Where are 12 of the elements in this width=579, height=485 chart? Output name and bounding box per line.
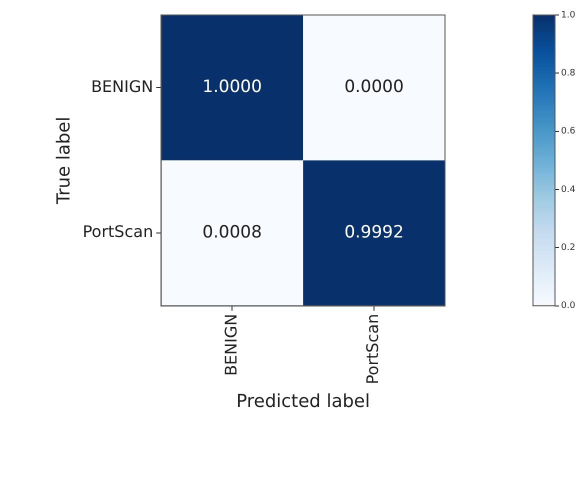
color-bar-label: 0.2 <box>561 242 576 253</box>
data-label: 0.9992 <box>344 222 404 243</box>
color-bar-label: 0.0 <box>561 301 576 312</box>
color-bar-label: 0.6 <box>561 126 576 137</box>
y-axis-title: True label <box>53 116 74 206</box>
x-axis-title: Predicted label <box>236 390 370 412</box>
data-label: 0.0000 <box>344 77 404 98</box>
color-bar-label: 1.0 <box>561 10 576 20</box>
data-label: 0.0008 <box>202 222 262 243</box>
color-bar-label: 0.4 <box>561 184 576 195</box>
data-label: 1.0000 <box>202 77 262 98</box>
color-bar-label: 0.8 <box>561 68 576 78</box>
